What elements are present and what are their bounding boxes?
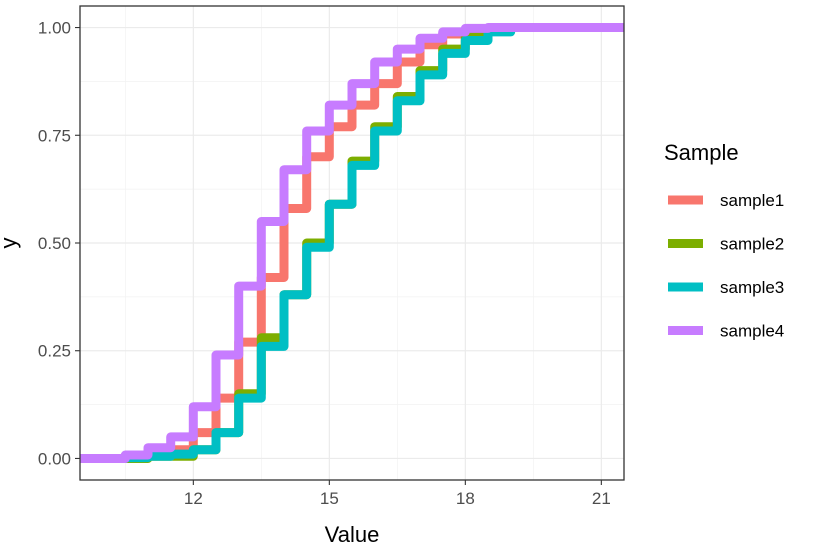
legend-label-sample4: sample4: [720, 322, 784, 341]
y-tick-label: 0.75: [38, 126, 71, 145]
legend-label-sample1: sample1: [720, 191, 784, 210]
x-tick-label: 21: [592, 489, 611, 508]
plot-panel: [79, 5, 625, 481]
x-axis: 12 15 18 21: [184, 480, 611, 508]
y-tick-label: 0.00: [38, 449, 71, 468]
y-tick-label: 1.00: [38, 19, 71, 38]
series-lines: [80, 23, 624, 463]
y-tick-label: 0.50: [38, 234, 71, 253]
x-tick-label: 18: [456, 489, 475, 508]
legend-items: sample1 sample2 sample3 sample4: [668, 191, 784, 341]
x-tick-label: 15: [320, 489, 339, 508]
legend: Sample sample1 sample2 sample3 sample4: [664, 140, 784, 341]
series-line-sample3: [80, 23, 624, 463]
legend-label-sample3: sample3: [720, 278, 784, 297]
y-axis-title: y: [0, 238, 21, 249]
y-tick-label: 0.25: [38, 342, 71, 361]
y-axis: 0.00 0.25 0.50 0.75 1.00: [38, 19, 80, 468]
x-tick-label: 12: [184, 489, 203, 508]
x-axis-title: Value: [325, 522, 380, 547]
series-line-sample4: [80, 23, 624, 463]
legend-label-sample2: sample2: [720, 235, 784, 254]
legend-title: Sample: [664, 140, 739, 165]
